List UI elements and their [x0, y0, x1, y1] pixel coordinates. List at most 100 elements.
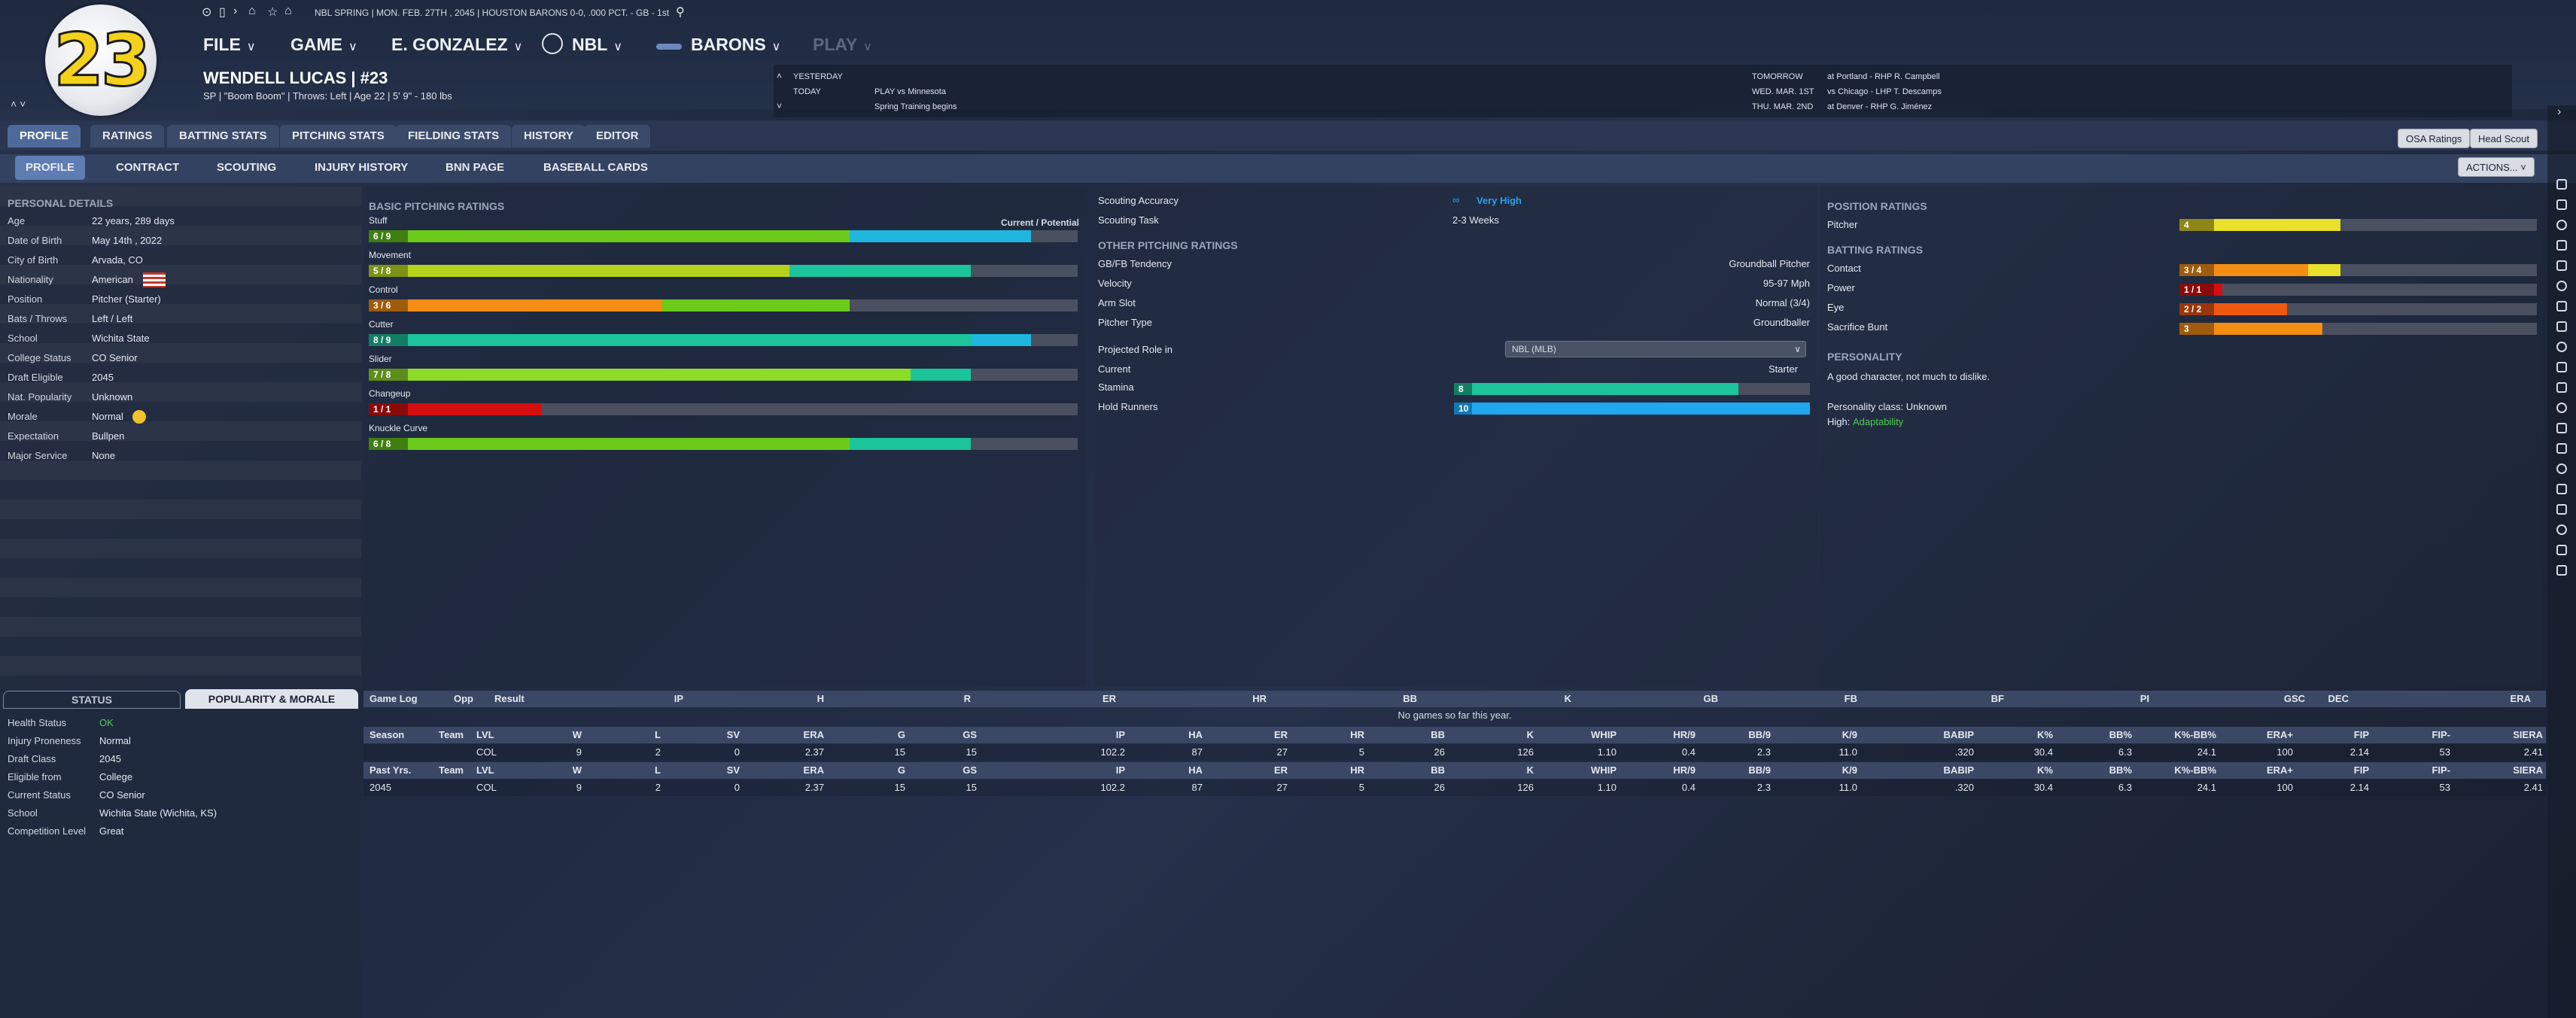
tab-fielding-stats[interactable]: FIELDING STATS	[396, 125, 512, 147]
tab-profile[interactable]: PROFILE	[8, 125, 81, 147]
tab-batting-stats[interactable]: BATTING STATS	[167, 125, 279, 147]
gear-icon[interactable]	[2556, 565, 2567, 576]
stats-cell: W	[572, 764, 582, 776]
stats-cell: 26	[1434, 782, 1445, 793]
subtab-scouting[interactable]: SCOUTING	[217, 161, 277, 174]
actions-button[interactable]: ACTIONS... ˅	[2458, 157, 2535, 177]
game-log-column[interactable]: IP	[674, 693, 683, 704]
globe-icon[interactable]	[2556, 179, 2567, 190]
list-icon[interactable]	[2556, 382, 2567, 393]
menu-league[interactable]: NBL ∨	[572, 35, 622, 54]
nbl-logo-icon	[542, 33, 563, 54]
game-log-column[interactable]: R	[963, 693, 971, 704]
stats-cell: .320	[1954, 782, 1974, 793]
expand-icon[interactable]: ›	[2557, 105, 2562, 118]
personal-details-panel	[0, 187, 361, 687]
game-log-column[interactable]: Opp	[454, 693, 473, 704]
schedule-down-icon[interactable]: ˅	[777, 101, 783, 111]
stats-cell: G	[897, 729, 905, 740]
forward-icon[interactable]: ▯	[219, 6, 226, 19]
day3-game[interactable]: at Denver - RHP G. Jiménez	[1827, 102, 1933, 111]
personal-label: Draft Eligible	[8, 372, 63, 383]
stats-cell: ER	[1273, 729, 1288, 740]
personal-label: Position	[8, 293, 43, 305]
next-icon[interactable]: ›	[233, 5, 238, 17]
stats-cell: 2.3	[1756, 746, 1771, 758]
stats-cell: 2.14	[2349, 782, 2369, 793]
back-icon[interactable]: ⊙	[202, 6, 212, 19]
game-log-column[interactable]: H	[817, 693, 824, 704]
personal-value: CO Senior	[92, 352, 138, 363]
osa-ratings-button[interactable]: OSA Ratings	[2398, 129, 2471, 148]
search-icon[interactable]: ⚲	[676, 6, 685, 19]
nbl-icon[interactable]	[2556, 301, 2567, 311]
home-icon[interactable]	[2556, 463, 2567, 474]
home-icon[interactable]	[2556, 321, 2567, 332]
game-log-column[interactable]: ERA	[2510, 693, 2531, 704]
game-log-column[interactable]: FB	[1844, 693, 1857, 704]
head-scout-button[interactable]: Head Scout	[2470, 129, 2538, 148]
mail-icon[interactable]	[2556, 220, 2567, 230]
day2-game[interactable]: vs Chicago - LHP T. Descamps	[1827, 87, 1942, 96]
stats-cell: 0	[734, 746, 740, 758]
menu-file[interactable]: FILE ∨	[203, 35, 256, 54]
game-log-column[interactable]: BB	[1403, 693, 1417, 704]
menu-game[interactable]: GAME ∨	[290, 35, 357, 54]
search-icon[interactable]	[2556, 260, 2567, 271]
rating-tag: 6 / 8	[369, 438, 408, 450]
today-game[interactable]: PLAY vs Minnesota	[874, 87, 946, 96]
tab-editor[interactable]: EDITOR	[584, 125, 651, 147]
menu-team[interactable]: BARONS ∨	[691, 35, 781, 54]
stats-cell: 1.10	[1597, 746, 1616, 758]
radio-icon[interactable]	[2556, 423, 2567, 433]
subtab-bnn-page[interactable]: BNN PAGE	[446, 161, 505, 174]
mail-open-icon[interactable]	[2556, 240, 2567, 251]
game-log-column[interactable]: BF	[1991, 693, 2004, 704]
compass-icon[interactable]	[2556, 342, 2567, 352]
subtab-baseball-cards[interactable]: BASEBALL CARDS	[543, 161, 648, 174]
game-log-column[interactable]: PI	[2140, 693, 2149, 704]
house-icon[interactable]: ⌂	[284, 5, 292, 17]
home-icon[interactable]	[2556, 199, 2567, 210]
stats-cell: LVL	[476, 729, 494, 740]
game-log-column[interactable]: Game Log	[370, 693, 418, 704]
tab-ratings[interactable]: RATINGS	[90, 125, 165, 147]
game-log-column[interactable]: Result	[494, 693, 525, 704]
tab-status[interactable]: STATUS	[3, 691, 181, 709]
stats-cell: K	[1526, 729, 1534, 740]
subtab-profile[interactable]: PROFILE	[15, 156, 86, 180]
stats-cell: K%	[2037, 764, 2053, 776]
more-icon[interactable]	[2556, 443, 2567, 454]
target-icon[interactable]	[2556, 504, 2567, 515]
game-log-column[interactable]: HR	[1252, 693, 1267, 704]
radio-icon[interactable]	[2556, 524, 2567, 535]
home-icon[interactable]: ⌂	[248, 5, 256, 17]
stats-cell: BB	[1431, 764, 1445, 776]
subtab-contract[interactable]: CONTRACT	[116, 161, 180, 174]
tab-pitching-stats[interactable]: PITCHING STATS	[280, 125, 397, 147]
star-icon[interactable]: ☆	[267, 6, 278, 19]
game-log-column[interactable]: DEC	[2328, 693, 2349, 704]
game-log-column[interactable]: K	[1564, 693, 1571, 704]
projected-role-select[interactable]: NBL (MLB) ∨	[1505, 341, 1806, 357]
other-rating-label: Pitcher Type	[1098, 317, 1153, 328]
tomorrow-game[interactable]: at Portland - RHP R. Campbell	[1827, 72, 1940, 81]
dollar-icon[interactable]	[2556, 545, 2567, 555]
stats-cell: FIP	[2353, 729, 2369, 740]
tab-history[interactable]: HISTORY	[512, 125, 585, 147]
collapse-icon[interactable]: ˄ ˅	[11, 98, 26, 110]
menu-manager[interactable]: E. GONZALEZ ∨	[391, 35, 523, 54]
personal-value: None	[92, 450, 116, 461]
info-icon[interactable]	[2556, 403, 2567, 413]
schedule-up-icon[interactable]: ˄	[777, 71, 783, 81]
tab-popularity-morale[interactable]: POPULARITY & MORALE	[185, 689, 358, 709]
phone-icon[interactable]	[2556, 484, 2567, 494]
subtab-injury-history[interactable]: INJURY HISTORY	[315, 161, 409, 174]
gear-icon[interactable]	[2556, 281, 2567, 291]
menu-play[interactable]: PLAY ∨	[813, 35, 872, 54]
stats-row-past: 2045 COL 9 2 0 2.37 15 15 102.2 87 27 5 26 126 1.10 0.4…	[363, 779, 2546, 796]
game-log-column[interactable]: GSC	[2283, 693, 2305, 704]
game-log-column[interactable]: ER	[1102, 693, 1116, 704]
calendar-icon[interactable]	[2556, 362, 2567, 372]
game-log-column[interactable]: GB	[1703, 693, 1719, 704]
